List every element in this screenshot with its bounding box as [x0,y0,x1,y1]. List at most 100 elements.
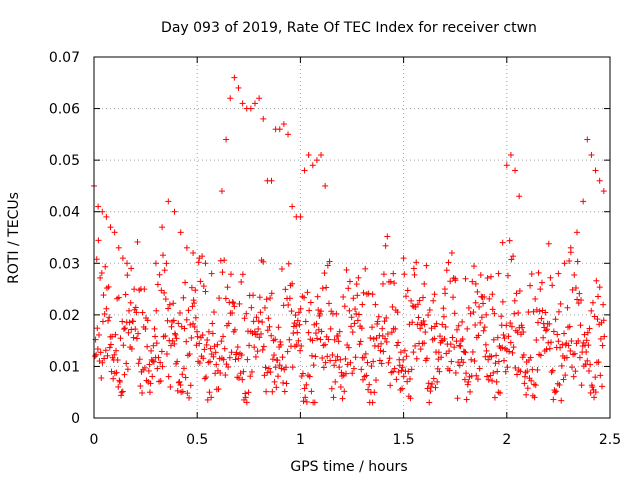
data-point [97,274,104,281]
data-point [98,375,105,382]
data-point [168,323,175,330]
data-point [584,136,591,143]
data-point [132,304,139,311]
data-point [362,265,369,272]
data-point [289,364,296,371]
data-point [100,292,107,299]
data-point [597,372,604,379]
data-point [472,321,479,328]
data-point [426,399,433,406]
data-point [162,332,169,339]
data-point [364,359,371,366]
data-point [146,361,153,368]
data-point [382,242,389,249]
data-point [534,319,541,326]
data-point [594,316,601,323]
data-point [278,266,285,273]
data-point [334,353,341,360]
data-point [341,388,348,395]
data-point [225,320,232,327]
data-point [203,374,210,381]
data-point [408,297,415,304]
data-point [401,271,408,278]
data-point [600,301,607,308]
data-point [532,382,539,389]
data-point [450,294,457,301]
data-point [253,314,260,321]
data-point [239,271,246,278]
data-point [507,339,514,346]
data-point [209,330,216,337]
data-point [149,358,156,365]
data-point [239,100,246,107]
data-point [275,324,282,331]
data-point [476,303,483,310]
data-point [492,360,499,367]
data-point [111,229,118,236]
data-point [355,311,362,318]
data-point [277,338,284,345]
data-point [366,381,373,388]
data-point [550,396,557,403]
y-tick-label: 0 [71,411,80,427]
data-point [202,288,209,295]
data-point [172,331,179,338]
data-point [449,334,456,341]
data-point [295,337,302,344]
data-point [371,389,378,396]
data-point [94,346,101,353]
data-point [592,389,599,396]
data-point [469,348,476,355]
data-point [473,372,480,379]
data-point [112,347,119,354]
data-point [272,336,279,343]
data-point [470,309,477,316]
data-point [274,373,281,380]
data-point [301,167,308,174]
data-point [126,319,133,326]
data-point [205,328,212,335]
data-point [566,257,573,264]
data-point [165,373,172,380]
data-point [244,356,251,363]
data-point [508,256,515,263]
data-point [332,378,339,385]
data-point [317,336,324,343]
data-point [252,353,259,360]
data-point [187,321,194,328]
data-point [106,344,113,351]
data-point [235,355,242,362]
data-point [256,294,263,301]
data-point [463,396,470,403]
data-point [399,385,406,392]
data-point [116,377,123,384]
data-point [481,324,488,331]
data-point [204,336,211,343]
data-point [220,333,227,340]
data-point [497,389,504,396]
data-point [477,272,484,279]
data-point [593,277,600,284]
data-point [400,373,407,380]
data-point [183,244,190,251]
data-point [165,198,172,205]
data-point [521,373,528,380]
data-point [274,357,281,364]
data-point [196,360,203,367]
data-point [125,329,132,336]
data-point [378,360,385,367]
data-point [456,362,463,369]
data-point [558,397,565,404]
data-point [350,365,357,372]
data-point [425,312,432,319]
data-point [554,331,561,338]
data-point [92,336,99,343]
data-point [229,299,236,306]
data-point [103,213,110,220]
data-point [503,162,510,169]
data-point [418,322,425,329]
data-point [255,318,262,325]
data-point [337,384,344,391]
data-point [245,389,252,396]
data-point [279,354,286,361]
